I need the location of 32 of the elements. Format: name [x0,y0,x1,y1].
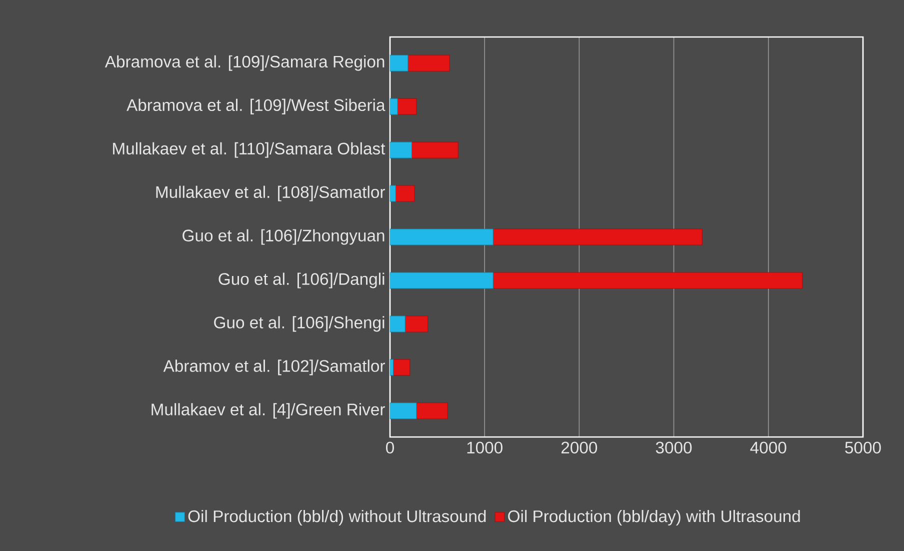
y-tick-label: Abramov et al. [102]/Samatlor [163,360,385,376]
legend-label: Oil Production (bbl/d) without Ultrasound [188,510,486,526]
bar [492,272,803,289]
bar [397,98,417,115]
bar [390,54,408,72]
bar [492,228,702,246]
y-tick-label: Mullakaev et al. [110]/Samara Oblast [113,142,386,158]
x-tick-label: 3000 [656,442,692,454]
bar [404,316,428,332]
x-tick-label: 4000 [750,442,786,454]
bar [390,316,406,332]
x-tick-label: 0 [386,442,394,454]
legend-label: Oil Production (bbl/day) with Ultrasound [508,510,800,526]
y-tick-label: Mullakaev et al. [4]/Green River [152,403,385,419]
y-tick-label: Guo et al. [106]/Zhongyuan [182,229,384,245]
bar [408,54,450,72]
bar [411,142,458,158]
bar [390,228,494,246]
x-tick-label: 5000 [845,442,881,454]
x-tick-label: 2000 [561,442,598,454]
bar [390,272,494,289]
bar [390,402,417,420]
bar [390,142,412,158]
y-tick-label: Guo et al. [106]/Dangli [218,272,384,288]
bar [416,402,448,420]
y-tick-label: Abramova et al. [109]/West Siberia [126,98,386,114]
y-tick-label: Guo et al. [106]/Shengi [214,316,384,332]
bar [395,185,415,202]
bar [393,359,410,376]
y-tick-label: Abramova et al. [109]/Samara Region [104,55,384,71]
y-tick-label: Mullakaev et al. [108]/Samatlor [156,186,385,202]
x-tick-label: 1000 [467,442,502,454]
